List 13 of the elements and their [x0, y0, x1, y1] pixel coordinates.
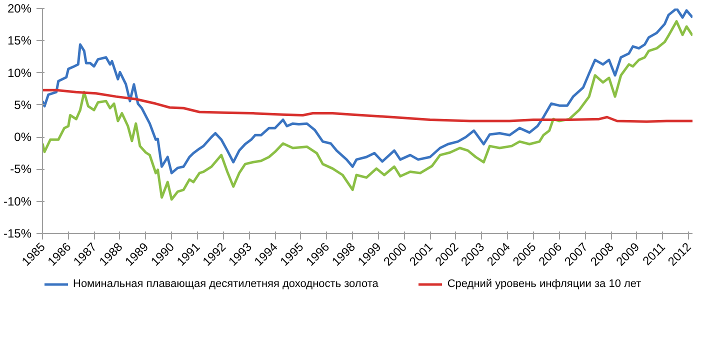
y-tick-label: 5% [14, 98, 32, 112]
legend-label: Номинальная плавающая десятилетняя доходность золота [73, 278, 378, 290]
line-series [42, 8, 692, 174]
y-tick-label: -15% [3, 226, 32, 240]
legend-label: Средний уровень инфляции за 10 лет [447, 278, 642, 290]
y-tick-label: -10% [3, 194, 32, 208]
y-tick-label: 15% [7, 34, 32, 48]
y-tick-label: -5% [10, 162, 32, 176]
y-tick-label: 10% [7, 66, 32, 80]
line-series [42, 20, 692, 201]
line-series [42, 88, 692, 123]
y-tick-label: 0% [14, 130, 32, 144]
y-tick-label: 20% [7, 2, 32, 16]
